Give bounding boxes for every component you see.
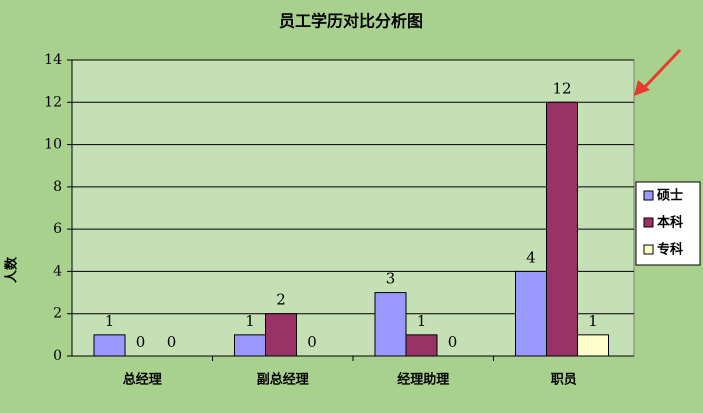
- bar: [265, 313, 297, 357]
- y-tick-label: 2: [53, 306, 62, 322]
- legend-swatch: [643, 190, 654, 201]
- bar: [234, 334, 266, 357]
- y-tick-label: 0: [53, 348, 62, 364]
- bar: [515, 270, 547, 357]
- y-tick-label: 10: [44, 137, 62, 153]
- y-tick-label: 14: [44, 52, 62, 68]
- bar: [577, 334, 609, 357]
- x-tick-label: 经理助理: [397, 372, 449, 388]
- data-label: 4: [526, 248, 536, 266]
- data-label: 1: [417, 312, 427, 330]
- y-tick-label: 4: [53, 263, 62, 279]
- annotation-arrowhead: [634, 80, 650, 96]
- data-label: 12: [552, 79, 571, 97]
- bar: [546, 101, 578, 357]
- data-label: 2: [276, 291, 286, 309]
- bar: [93, 334, 126, 357]
- legend-swatch: [643, 217, 654, 228]
- x-tick-label: 职员: [551, 373, 577, 388]
- x-tick-label: 副总经理: [257, 372, 309, 388]
- chart-title: 员工学历对比分析图: [279, 12, 423, 31]
- legend-label: 本科: [657, 215, 683, 231]
- y-tick-label: 12: [44, 94, 62, 110]
- data-label: 0: [307, 333, 317, 351]
- x-tick-label: 总经理: [123, 372, 162, 388]
- y-tick-label: 8: [53, 179, 62, 195]
- data-label: 0: [448, 333, 458, 351]
- data-label: 0: [167, 333, 177, 351]
- y-tick-label: 6: [53, 221, 62, 237]
- bar: [374, 292, 407, 357]
- data-label: 1: [245, 312, 255, 330]
- data-label: 1: [588, 312, 598, 330]
- legend-label: 硕士: [657, 188, 683, 204]
- data-label: 0: [136, 333, 146, 351]
- data-label: 1: [105, 312, 115, 330]
- bar: [405, 334, 438, 357]
- legend-swatch: [643, 244, 654, 255]
- data-label: 3: [386, 270, 396, 288]
- y-axis-label: 人数: [4, 256, 20, 283]
- legend-label: 专科: [657, 242, 683, 258]
- annotation-arrow: [640, 48, 682, 92]
